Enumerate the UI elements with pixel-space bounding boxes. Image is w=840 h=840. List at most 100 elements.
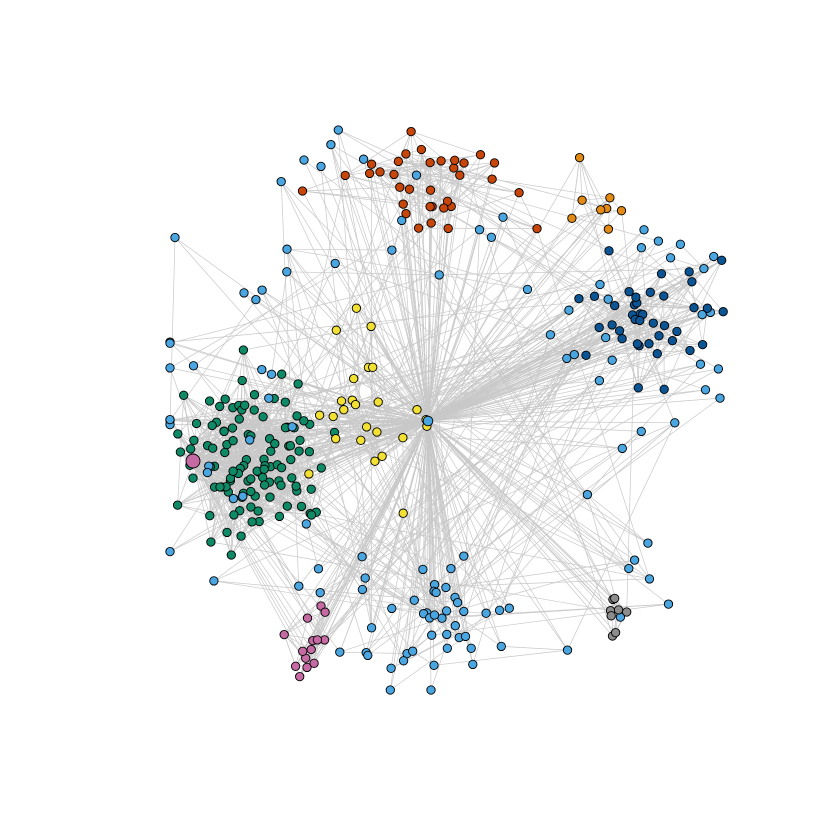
- graph-edge: [344, 175, 433, 636]
- graph-node-green: [277, 369, 287, 379]
- graph-node-green: [191, 418, 202, 429]
- graph-node-orange-red: [475, 150, 486, 160]
- graph-edge: [578, 298, 636, 320]
- graph-edge: [405, 153, 455, 161]
- graph-edge: [330, 144, 433, 636]
- graph-node-orange-red: [443, 223, 453, 234]
- graph-edge: [169, 274, 440, 344]
- graph-edge: [355, 404, 435, 592]
- graph-node-gray: [613, 605, 624, 615]
- graph-node-light-blue: [644, 574, 655, 584]
- graph-node-orange-red: [450, 155, 460, 165]
- graph-edge: [209, 515, 280, 517]
- graph-edge: [427, 154, 481, 422]
- graph-edge: [302, 612, 326, 652]
- graph-node-orange-red: [532, 223, 542, 234]
- graph-edge: [427, 420, 456, 626]
- graph-edge: [371, 164, 429, 422]
- graph-node-light-blue: [460, 631, 471, 642]
- graph-edge: [371, 420, 429, 628]
- graph-edge: [634, 268, 705, 320]
- graph-node-light-blue: [653, 236, 664, 246]
- graph-node-light-blue: [486, 232, 497, 242]
- graph-edge: [427, 420, 650, 580]
- graph-edge: [183, 394, 275, 445]
- graph-edge: [318, 380, 600, 570]
- graph-edge: [302, 190, 404, 205]
- graph-edge: [302, 190, 429, 422]
- graph-edge: [344, 175, 429, 422]
- graph-edge: [390, 420, 429, 669]
- graph-edge: [271, 271, 288, 375]
- graph-node-light-blue: [301, 519, 311, 529]
- graph-edge: [192, 460, 315, 664]
- graph-edge: [306, 296, 595, 668]
- graph-node-light-blue: [251, 294, 261, 305]
- graph-node-orange-red: [439, 203, 449, 213]
- graph-edge: [427, 420, 630, 569]
- graph-node-light-blue: [545, 330, 556, 340]
- graph-node-green: [293, 379, 303, 389]
- graph-edge: [418, 228, 429, 422]
- graph-edge: [571, 209, 601, 219]
- graph-edge: [243, 259, 722, 351]
- graph-edge: [427, 207, 445, 422]
- graph-edge: [356, 308, 369, 368]
- graph-edge: [585, 350, 691, 356]
- graph-node-orange-red: [425, 202, 435, 212]
- graph-edge: [285, 401, 334, 417]
- graph-node-light-blue: [624, 563, 634, 574]
- graph-edge: [641, 247, 650, 344]
- graph-node-light-blue: [452, 597, 463, 608]
- graph-node-green: [215, 401, 225, 412]
- graph-node-light-blue: [360, 573, 370, 583]
- graph-edge: [427, 420, 635, 561]
- graph-edge: [664, 271, 690, 326]
- graph-edge: [427, 296, 637, 422]
- graph-node-yellow: [349, 373, 359, 384]
- graph-node-light-blue: [522, 284, 533, 295]
- graph-edge: [457, 307, 708, 603]
- graph-edge: [427, 420, 447, 588]
- graph-edge: [274, 443, 404, 661]
- graph-node-orange-red: [436, 156, 446, 166]
- graph-node-orange-red: [404, 184, 415, 194]
- graph-node-dark-blue: [635, 315, 645, 326]
- graph-edge: [207, 445, 428, 614]
- graph-edge: [390, 636, 466, 691]
- graph-edge: [261, 289, 437, 593]
- graph-node-green: [258, 412, 268, 422]
- graph-edge: [210, 486, 221, 543]
- graph-node-light-blue: [670, 418, 680, 428]
- graph-edge: [393, 174, 432, 224]
- graph-edge: [463, 555, 510, 609]
- graph-node-orange: [577, 195, 587, 205]
- graph-node-dark-blue: [667, 336, 678, 346]
- graph-node-yellow: [412, 405, 422, 415]
- graph-node-orange-red: [459, 158, 469, 168]
- graph-edge: [421, 149, 448, 202]
- graph-node-light-blue: [569, 349, 579, 360]
- graph-edge: [608, 250, 693, 283]
- graph-node-light-blue: [287, 422, 297, 432]
- graph-edge: [335, 263, 706, 391]
- graph-edge: [268, 397, 650, 580]
- graph-node-green: [276, 480, 286, 490]
- graph-node-green: [266, 446, 276, 456]
- graph-node-dark-blue: [684, 267, 694, 277]
- graph-edge: [587, 431, 642, 495]
- graph-node-green: [228, 466, 238, 476]
- graph-edge: [324, 345, 640, 641]
- graph-edge: [427, 296, 595, 422]
- graph-node-green: [189, 435, 199, 445]
- graph-edge: [339, 617, 443, 653]
- graph-edge: [335, 330, 379, 403]
- graph-edge: [320, 368, 719, 593]
- graph-node-yellow: [339, 405, 349, 415]
- graph-node-light-blue: [504, 603, 514, 613]
- graph-edge: [416, 208, 607, 410]
- graph-node-dark-blue: [697, 339, 708, 350]
- graph-node-light-blue: [582, 489, 593, 500]
- graph-node-green: [304, 447, 315, 457]
- graph-edge: [579, 157, 608, 209]
